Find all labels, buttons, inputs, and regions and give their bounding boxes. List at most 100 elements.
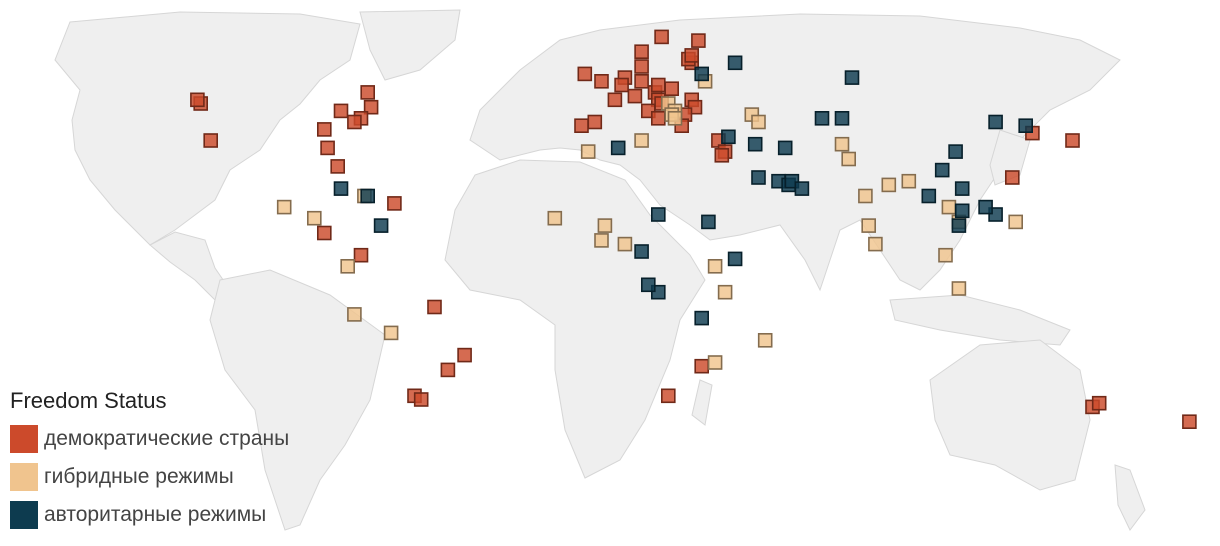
marker-democratic[interactable] [650,111,666,126]
marker-hybrid[interactable] [347,307,362,322]
marker-hybrid[interactable] [667,111,683,126]
marker-hybrid[interactable] [634,133,649,148]
marker-hybrid[interactable] [276,199,292,215]
marker-authoritarian[interactable] [650,207,666,222]
legend-item-hybrid[interactable]: гибридные режимы [10,460,289,494]
land-sea-islands [889,294,1071,346]
marker-authoritarian[interactable] [1018,118,1034,133]
marker-authoritarian[interactable] [634,244,649,259]
marker-democratic[interactable] [347,114,362,130]
marker-democratic[interactable] [684,48,700,63]
marker-authoritarian[interactable] [640,277,656,293]
marker-authoritarian[interactable] [721,129,736,145]
marker-democratic[interactable] [691,33,706,48]
marker-authoritarian[interactable] [844,70,860,85]
marker-authoritarian[interactable] [610,140,626,156]
marker-authoritarian[interactable] [948,144,963,159]
marker-hybrid[interactable] [1008,214,1024,230]
marker-authoritarian[interactable] [777,140,793,156]
marker-authoritarian[interactable] [834,111,850,126]
marker-democratic[interactable] [190,92,205,108]
marker-authoritarian[interactable] [978,199,993,215]
marker-democratic[interactable] [660,388,676,404]
marker-authoritarian[interactable] [814,111,830,126]
marker-authoritarian[interactable] [954,181,970,196]
marker-authoritarian[interactable] [951,218,967,233]
marker-hybrid[interactable] [938,247,953,263]
marker-hybrid[interactable] [757,332,773,348]
marker-democratic[interactable] [1065,133,1080,148]
marker-democratic[interactable] [320,140,335,156]
legend-item-authoritarian[interactable]: авторитарные режимы [10,498,289,532]
marker-democratic[interactable] [574,118,589,133]
marker-democratic[interactable] [634,59,649,74]
marker-hybrid[interactable] [617,236,633,252]
marker-hybrid[interactable] [861,218,877,233]
marker-hybrid[interactable] [751,114,766,130]
marker-hybrid[interactable] [707,258,723,274]
marker-hybrid[interactable] [597,218,613,233]
marker-democratic[interactable] [427,299,442,315]
marker-hybrid[interactable] [547,210,563,226]
marker-authoritarian[interactable] [333,181,349,196]
marker-democratic[interactable] [587,114,603,130]
marker-hybrid[interactable] [901,173,917,189]
marker-democratic[interactable] [333,103,349,119]
marker-democratic[interactable] [1182,414,1197,430]
marker-democratic[interactable] [316,225,332,241]
marker-democratic[interactable] [203,133,218,148]
marker-authoritarian[interactable] [360,188,376,204]
marker-democratic[interactable] [330,159,346,174]
marker-democratic[interactable] [457,347,472,363]
marker-democratic[interactable] [353,247,369,263]
marker-democratic[interactable] [360,85,376,100]
marker-authoritarian[interactable] [954,203,970,219]
marker-democratic[interactable] [440,362,456,378]
marker-hybrid[interactable] [717,284,733,300]
marker-hybrid[interactable] [868,236,883,252]
marker-authoritarian[interactable] [694,66,710,82]
marker-democratic[interactable] [1004,170,1020,185]
marker-hybrid[interactable] [383,325,399,341]
marker-hybrid[interactable] [841,151,857,167]
marker-authoritarian[interactable] [751,170,766,185]
marker-democratic[interactable] [664,81,680,96]
marker-authoritarian[interactable] [794,181,810,196]
marker-hybrid[interactable] [594,233,609,248]
marker-authoritarian[interactable] [988,114,1003,130]
marker-hybrid[interactable] [858,188,873,204]
marker-authoritarian[interactable] [921,188,937,204]
marker-hybrid[interactable] [951,281,967,296]
marker-authoritarian[interactable] [694,310,710,326]
marker-democratic[interactable] [627,88,643,104]
legend-item-democratic[interactable]: демократические страны [10,422,289,456]
marker-authoritarian[interactable] [727,55,743,71]
marker-authoritarian[interactable] [727,251,743,267]
marker-democratic[interactable] [607,92,623,108]
marker-democratic[interactable] [363,99,379,115]
marker-democratic[interactable] [654,29,669,45]
marker-democratic[interactable] [316,122,332,137]
marker-hybrid[interactable] [834,136,850,152]
marker-democratic[interactable] [1091,395,1107,411]
marker-democratic[interactable] [594,74,609,89]
marker-authoritarian[interactable] [373,218,389,233]
marker-democratic[interactable] [634,44,649,60]
marker-democratic[interactable] [387,196,402,211]
marker-democratic[interactable] [577,66,593,82]
marker-hybrid[interactable] [707,355,723,370]
marker-democratic[interactable] [614,77,629,93]
marker-hybrid[interactable] [580,144,596,159]
marker-authoritarian[interactable] [701,214,716,230]
marker-democratic[interactable] [634,74,649,89]
marker-hybrid[interactable] [340,258,356,274]
marker-democratic[interactable] [413,392,429,407]
marker-authoritarian[interactable] [934,162,950,178]
marker-authoritarian[interactable] [747,136,763,152]
marker-democratic[interactable] [714,148,730,163]
marker-democratic[interactable] [694,358,710,374]
marker-democratic[interactable] [650,77,666,93]
marker-hybrid[interactable] [941,199,957,215]
marker-hybrid[interactable] [306,210,322,226]
marker-hybrid[interactable] [881,177,897,193]
